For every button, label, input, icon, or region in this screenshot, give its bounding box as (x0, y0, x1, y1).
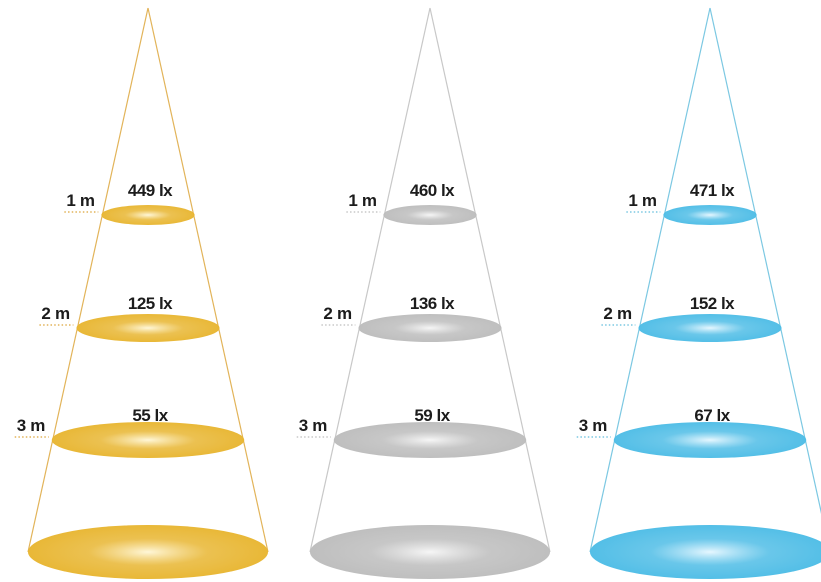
lux-label: 55 lx (132, 406, 168, 425)
lux-label: 136 lx (410, 294, 455, 313)
distance-label: 1 m (628, 191, 657, 210)
light-spot-1 (101, 205, 195, 225)
lux-label: 125 lx (128, 294, 173, 313)
light-spot-2 (638, 314, 782, 342)
cone-cool: 1 m 471 lx 2 m 152 lx 3 m 67 lx (576, 7, 821, 579)
distance-label: 1 m (66, 191, 95, 210)
light-spot-3 (333, 422, 527, 458)
floor-light-spot (28, 525, 268, 579)
light-spot-1 (663, 205, 757, 225)
distance-label: 3 m (17, 416, 46, 435)
light-spot-1 (383, 205, 477, 225)
distance-label: 3 m (579, 416, 608, 435)
cone-right-edge (429, 7, 551, 553)
cone-neutral: 1 m 460 lx 2 m 136 lx 3 m 59 lx (296, 7, 551, 579)
lux-label: 471 lx (690, 181, 735, 200)
distance-label: 2 m (323, 304, 352, 323)
cone-left-edge (589, 7, 711, 553)
lux-label: 449 lx (128, 181, 173, 200)
distance-label: 3 m (299, 416, 328, 435)
lux-label: 67 lx (694, 406, 730, 425)
light-spot-2 (76, 314, 220, 342)
cone-right-edge (147, 7, 269, 553)
floor-light-spot (310, 525, 550, 579)
light-spot-2 (358, 314, 502, 342)
distance-label: 2 m (603, 304, 632, 323)
light-spot-3 (51, 422, 245, 458)
lux-label: 59 lx (414, 406, 450, 425)
floor-light-spot (590, 525, 821, 579)
lux-label: 152 lx (690, 294, 735, 313)
cone-left-edge (309, 7, 431, 553)
distance-label: 1 m (348, 191, 377, 210)
cone-right-edge (709, 7, 821, 514)
cone-left-edge (27, 7, 149, 553)
cone-warm: 1 m 449 lx 2 m 125 lx 3 m 55 lx (14, 7, 269, 579)
lux-label: 460 lx (410, 181, 455, 200)
light-spot-3 (613, 422, 807, 458)
distance-label: 2 m (41, 304, 70, 323)
